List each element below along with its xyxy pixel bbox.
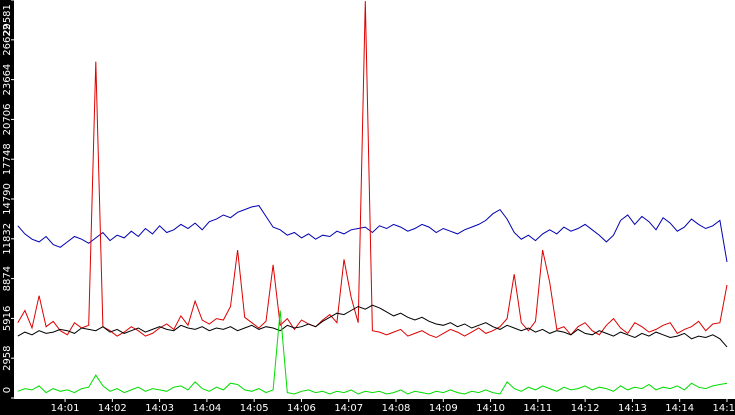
x-tick-label: 14:11 [523,403,552,414]
y-axis-strip [0,0,14,415]
series-line [17,310,728,395]
y-tick-label: 11832 [2,223,13,255]
series-line [17,304,728,348]
y-tick-label: 23664 [2,64,13,96]
y-tick-label: 0 [2,387,13,393]
x-tick-label: 14:10 [476,403,505,414]
x-axis-strip [0,399,735,415]
x-tick-label: 14:09 [429,403,458,414]
y-tick-label: 26622 [2,24,13,56]
x-tick-label: 14:12 [571,403,600,414]
y-tick-label: 14790 [2,183,13,215]
x-tick-label: 14:14 [665,403,694,414]
x-tick-label: 14:01 [51,403,80,414]
x-tick-label: 14:08 [382,403,411,414]
y-tick-label: 2958 [2,345,13,370]
x-tick-label: 14:13 [618,403,647,414]
x-tick-label: 14:15 [713,403,735,414]
x-tick-label: 14:05 [240,403,269,414]
x-tick-label: 14:02 [98,403,127,414]
y-tick-label: 17748 [2,143,13,175]
x-tick-label: 14:04 [192,403,221,414]
series-line [17,205,728,263]
y-tick-label: 20706 [2,104,13,136]
y-tick-label: 8874 [2,266,13,291]
y-tick-label: 5916 [2,306,13,331]
x-tick-label: 14:07 [334,403,363,414]
y-tick-label: 29581 [2,4,13,36]
x-tick-label: 14:03 [145,403,174,414]
x-tick-label: 14:06 [287,403,316,414]
